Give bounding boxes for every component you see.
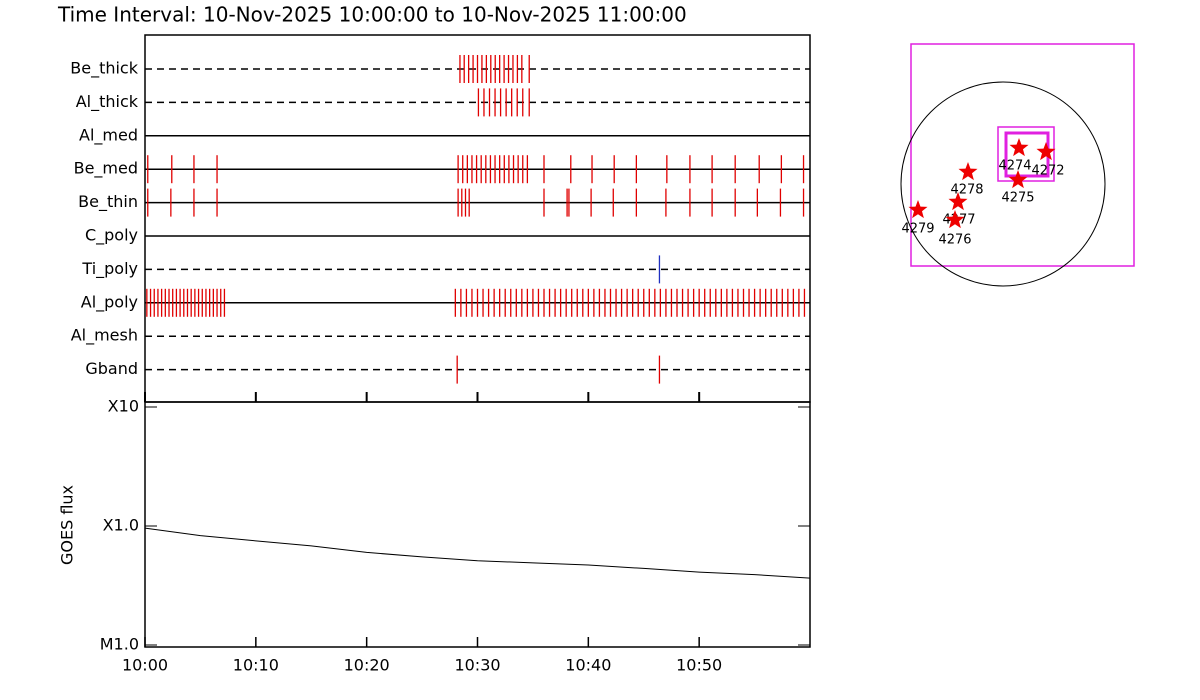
filter-label: Al_med	[79, 125, 138, 145]
region-label: 4275	[1001, 191, 1034, 206]
filter-label: Al_poly	[81, 292, 138, 312]
y-tick-label: M1.0	[100, 635, 139, 654]
x-tick-label: 10:10	[233, 656, 279, 675]
x-tick-label: 10:00	[122, 656, 168, 675]
goes-line	[144, 527, 811, 579]
filter-label: Al_thick	[76, 92, 139, 112]
x-tick-label: 10:50	[676, 656, 722, 675]
region-label: 4278	[950, 183, 983, 198]
region-star	[958, 162, 978, 181]
filter-label: Ti_poly	[81, 259, 138, 279]
filter-label: Be_med	[74, 159, 138, 179]
fov-box	[997, 126, 1055, 182]
x-tick-label: 10:30	[454, 656, 500, 675]
goes-frame	[144, 401, 811, 648]
timeline-frame	[144, 34, 811, 403]
x-tick-label: 10:40	[565, 656, 611, 675]
chart-title: Time Interval: 10-Nov-2025 10:00:00 to 1…	[57, 3, 687, 27]
region-star	[1008, 170, 1028, 189]
region-star	[908, 200, 928, 219]
x-tick-label: 10:20	[344, 656, 390, 675]
filter-label: Be_thin	[78, 192, 138, 212]
filter-label: C_poly	[85, 226, 138, 246]
y-axis-label: GOES flux	[58, 485, 77, 565]
region-star	[948, 192, 968, 211]
region-label: 4274	[998, 159, 1031, 174]
region-label: 4276	[938, 233, 971, 248]
solar-limb	[900, 81, 1106, 287]
filter-label: Al_mesh	[71, 326, 138, 346]
region-label: 4272	[1031, 164, 1064, 179]
y-tick-label: X10	[108, 397, 139, 416]
region-star	[1036, 142, 1056, 161]
y-tick-label: X1.0	[103, 516, 139, 535]
filter-label: Gband	[85, 359, 138, 378]
region-star	[945, 210, 965, 229]
filter-label: Be_thick	[70, 59, 138, 79]
region-label: 4279	[901, 222, 934, 237]
region-star	[1009, 138, 1029, 157]
fov-box	[910, 43, 1135, 267]
